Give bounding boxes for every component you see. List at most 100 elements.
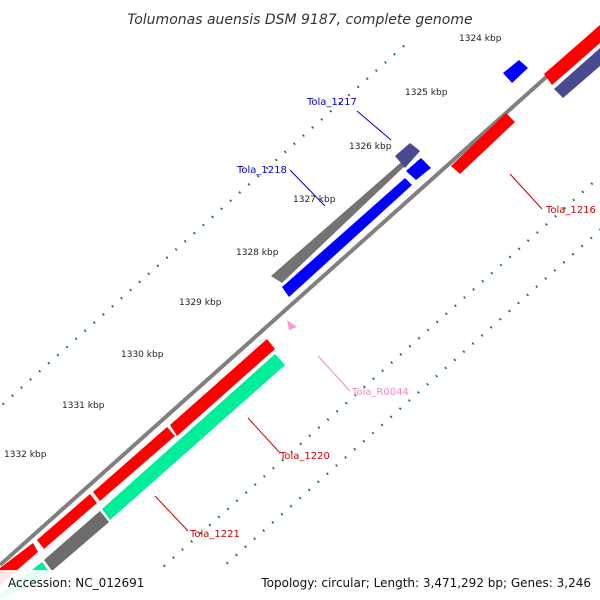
tick-dot xyxy=(489,325,493,329)
tick-dot xyxy=(225,561,229,565)
tick-dot xyxy=(417,336,421,340)
tick-rails xyxy=(1,44,600,568)
gc-band-1 xyxy=(271,150,420,283)
tick-dot xyxy=(335,409,339,413)
tick-dot xyxy=(444,366,448,370)
tick-dot xyxy=(298,496,302,500)
tick-dot xyxy=(526,239,530,243)
tick-dot xyxy=(498,317,502,321)
tick-dot xyxy=(120,296,123,300)
tick-dot xyxy=(390,361,394,365)
tick-dot xyxy=(102,312,105,316)
tick-dot xyxy=(183,239,187,243)
tick-dot xyxy=(453,358,457,362)
gene-bar-top-red xyxy=(544,25,600,85)
trna-band-1 xyxy=(102,354,285,520)
tick-label: 1324 kbp xyxy=(459,34,502,44)
tick-dot xyxy=(320,117,324,121)
tick-dot xyxy=(83,329,87,333)
gene-bar-tola-r0044 xyxy=(287,320,297,330)
tick-dot xyxy=(174,247,178,251)
tick-dot xyxy=(271,520,275,524)
tick-dot xyxy=(393,52,396,56)
tick-dot xyxy=(1,402,5,406)
tick-dot xyxy=(580,244,584,248)
tick-dot xyxy=(402,44,405,48)
gene-bar-tola-1220-a xyxy=(170,339,275,436)
tick-dot xyxy=(281,458,284,462)
tick-dot xyxy=(353,393,357,397)
tick-dot xyxy=(293,142,296,146)
tick-dot xyxy=(272,466,275,470)
tick-dot xyxy=(374,69,378,73)
tick-dot xyxy=(480,334,484,337)
tick-dot xyxy=(526,293,529,297)
tick-dot xyxy=(471,342,475,346)
tick-labels: 1324 kbp 1325 kbp 1326 kbp 1327 kbp 1328… xyxy=(4,34,502,460)
tick-dot xyxy=(363,385,366,389)
tick-dot xyxy=(381,369,384,373)
gc-band-2 xyxy=(44,511,109,571)
tick-dot xyxy=(399,352,403,356)
tick-dot xyxy=(499,263,503,267)
label-connectors xyxy=(154,110,543,532)
tick-dot xyxy=(444,312,448,316)
tick-dot xyxy=(462,350,466,354)
tick-dot xyxy=(253,483,257,486)
tick-dot xyxy=(238,191,242,194)
tick-dot xyxy=(562,260,566,264)
tick-dot xyxy=(129,288,132,292)
tick-label: 1332 kbp xyxy=(4,450,47,460)
tick-dot xyxy=(244,545,247,549)
tick-dot xyxy=(302,134,305,138)
gene-bar-tola-1216 xyxy=(451,113,515,174)
gene-bar-top-blue xyxy=(503,60,528,83)
feature-tracks xyxy=(0,25,600,600)
tick-dot xyxy=(156,264,160,268)
tick-dot xyxy=(571,252,575,256)
tick-dot xyxy=(283,150,287,154)
gene-bar-tola-1217 xyxy=(406,158,431,180)
tick-label: 1329 kbp xyxy=(179,298,222,308)
tick-dot xyxy=(372,377,375,381)
tick-dot xyxy=(262,474,266,478)
tick-dot xyxy=(274,158,278,162)
tick-dot xyxy=(389,415,393,419)
tick-dot xyxy=(307,488,311,492)
tick-dot xyxy=(535,231,539,234)
tick-dot xyxy=(329,109,333,113)
gene-label-tola-1220: Tola_1220 xyxy=(279,451,330,462)
tick-dot xyxy=(47,361,51,365)
tick-dot xyxy=(56,353,60,357)
tick-dot xyxy=(463,296,466,299)
tick-dot xyxy=(426,382,429,386)
tick-dot xyxy=(371,431,375,435)
tick-dot xyxy=(217,515,221,519)
tick-dot xyxy=(384,61,387,64)
tick-dot xyxy=(253,537,256,541)
tick-dot xyxy=(202,223,205,227)
tick-dot xyxy=(545,222,548,226)
tick-dot xyxy=(426,328,430,332)
map-title: Tolumonas auensis DSM 9187, complete gen… xyxy=(127,12,472,28)
gene-bar-tola-1220-c xyxy=(37,494,97,549)
tick-dot xyxy=(190,539,193,543)
tick-dot xyxy=(553,269,557,272)
footer-backdrop xyxy=(0,570,600,600)
tick-dot xyxy=(199,531,203,535)
gene-label-tola-1221: Tola_1221 xyxy=(189,529,240,540)
tick-dot xyxy=(335,464,338,467)
tick-dot xyxy=(344,401,348,405)
tick-dot xyxy=(29,378,32,381)
tick-dot xyxy=(265,166,269,170)
gene-bar-tola-1220-b xyxy=(93,427,175,501)
tick-dot xyxy=(490,271,494,275)
tick-dot xyxy=(326,472,329,476)
tick-dot xyxy=(338,101,342,105)
tick-dot xyxy=(365,77,369,81)
tick-dot xyxy=(398,407,402,411)
tick-dot xyxy=(229,199,233,203)
tick-dot xyxy=(111,304,114,308)
gene-label-tola-1218: Tola_1218 xyxy=(236,165,287,176)
tick-dot xyxy=(353,447,357,451)
